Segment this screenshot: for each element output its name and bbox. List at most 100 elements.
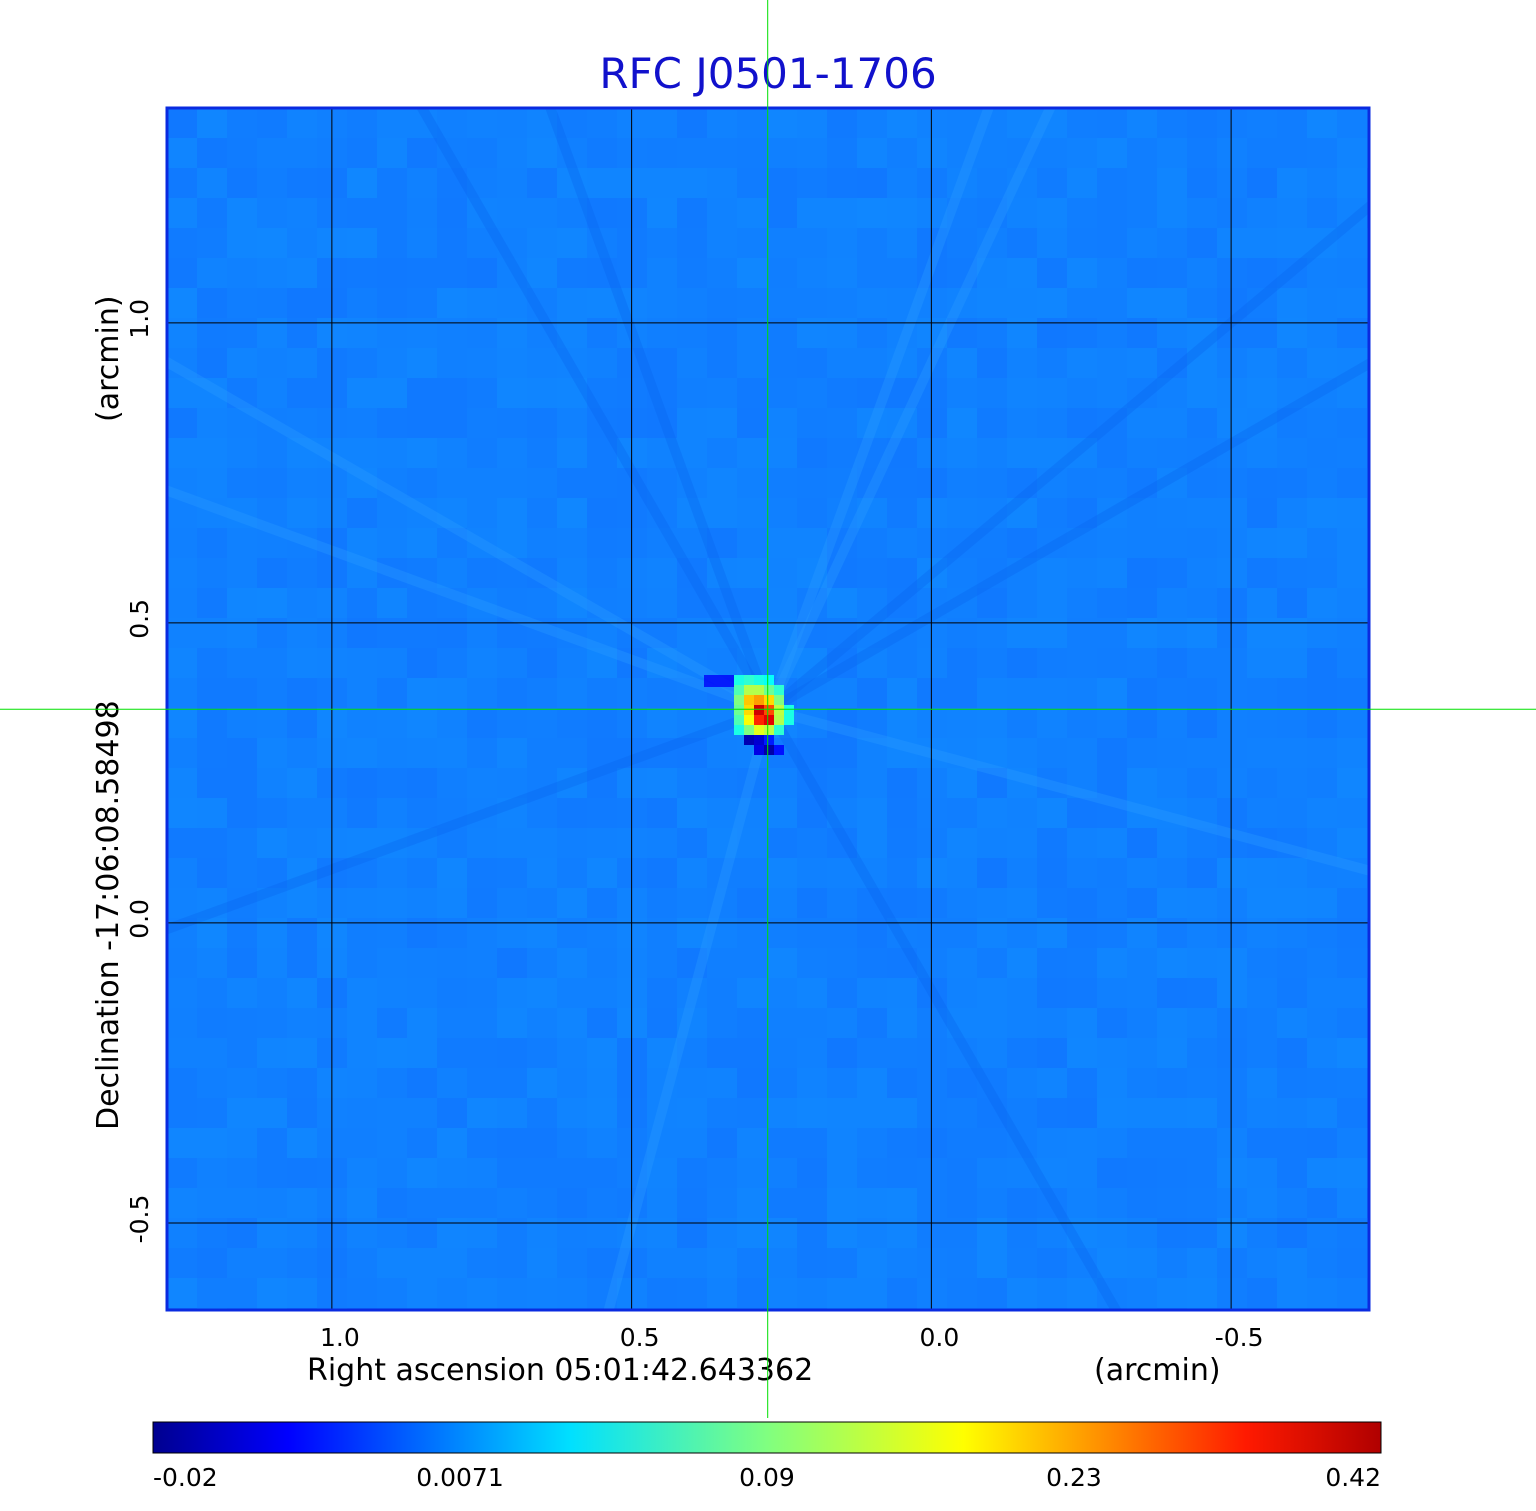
noise-tile <box>1247 1038 1277 1068</box>
noise-tile <box>1157 888 1187 918</box>
noise-tile <box>377 1098 407 1128</box>
noise-tile <box>677 768 707 798</box>
noise-tile <box>1007 528 1037 558</box>
noise-tile <box>947 798 977 828</box>
noise-tile <box>707 498 737 528</box>
noise-tile <box>527 558 557 588</box>
noise-tile <box>167 468 197 498</box>
noise-tile <box>377 258 407 288</box>
noise-tile <box>977 348 1007 378</box>
noise-tile <box>887 468 917 498</box>
noise-tile <box>527 978 557 1008</box>
noise-tile <box>1337 408 1367 438</box>
noise-tile <box>1157 198 1187 228</box>
noise-tile <box>407 258 437 288</box>
noise-tile <box>1367 708 1369 738</box>
noise-tile <box>347 468 377 498</box>
noise-tile <box>557 288 587 318</box>
noise-tile <box>557 978 587 1008</box>
noise-tile <box>1187 888 1217 918</box>
noise-tile <box>1037 228 1067 258</box>
noise-tile <box>1037 678 1067 708</box>
noise-tile <box>1307 1188 1337 1218</box>
noise-tile <box>767 258 797 288</box>
noise-tile <box>287 1128 317 1158</box>
noise-tile <box>1337 738 1367 768</box>
noise-tile <box>407 438 437 468</box>
noise-tile <box>257 738 287 768</box>
noise-tile <box>497 738 527 768</box>
noise-tile <box>977 168 1007 198</box>
noise-tile <box>707 1008 737 1038</box>
noise-tile <box>1007 108 1037 138</box>
noise-tile <box>977 528 1007 558</box>
noise-tile <box>677 1008 707 1038</box>
noise-tile <box>1337 858 1367 888</box>
noise-tile <box>437 1008 467 1038</box>
noise-tile <box>1187 648 1217 678</box>
noise-tile <box>257 678 287 708</box>
noise-tile <box>827 348 857 378</box>
noise-tile <box>1187 1188 1217 1218</box>
noise-tile <box>857 498 887 528</box>
noise-tile <box>707 528 737 558</box>
noise-tile <box>227 1278 257 1308</box>
noise-tile <box>977 1308 1007 1310</box>
noise-tile <box>1217 168 1247 198</box>
noise-tile <box>1127 468 1157 498</box>
noise-tile <box>827 438 857 468</box>
noise-tile <box>1247 648 1277 678</box>
sidelobe-streak <box>765 707 1122 1310</box>
noise-tile <box>1007 1278 1037 1308</box>
noise-tile <box>257 1248 287 1278</box>
noise-tile <box>1217 378 1247 408</box>
noise-tile <box>707 108 737 138</box>
noise-tile <box>647 1068 677 1098</box>
noise-tile <box>887 678 917 708</box>
noise-tile <box>407 168 437 198</box>
noise-tile <box>287 648 317 678</box>
noise-tile <box>167 888 197 918</box>
noise-tile <box>347 1128 377 1158</box>
noise-tile <box>857 378 887 408</box>
noise-tile <box>1097 888 1127 918</box>
noise-tile <box>1307 438 1337 468</box>
noise-tile <box>287 198 317 228</box>
noise-tile <box>497 408 527 438</box>
noise-tile <box>677 348 707 378</box>
noise-tile <box>587 798 617 828</box>
noise-tile <box>827 228 857 258</box>
noise-tile <box>1187 738 1217 768</box>
noise-tile <box>737 108 767 138</box>
noise-tile <box>347 1068 377 1098</box>
noise-tile <box>467 198 497 228</box>
noise-tile <box>467 738 497 768</box>
noise-tile <box>527 228 557 258</box>
noise-tile <box>587 378 617 408</box>
noise-tile <box>1037 888 1067 918</box>
noise-tile <box>827 1038 857 1068</box>
noise-tile <box>587 738 617 768</box>
noise-tile <box>647 378 677 408</box>
noise-tile <box>377 1158 407 1188</box>
noise-tile <box>467 1098 497 1128</box>
noise-tile <box>527 168 557 198</box>
noise-tile <box>1157 858 1187 888</box>
noise-tile <box>677 408 707 438</box>
noise-tile <box>227 678 257 708</box>
noise-tile <box>1067 468 1097 498</box>
noise-tile <box>1007 1008 1037 1038</box>
noise-tile <box>257 978 287 1008</box>
noise-tile <box>1307 528 1337 558</box>
noise-tile <box>947 168 977 198</box>
noise-tile <box>1037 858 1067 888</box>
noise-tile <box>977 1008 1007 1038</box>
noise-tile <box>1187 858 1217 888</box>
noise-tile <box>587 948 617 978</box>
noise-tile <box>1337 228 1367 258</box>
noise-tile <box>737 888 767 918</box>
noise-tile <box>827 948 857 978</box>
noise-tile <box>1307 1068 1337 1098</box>
noise-tile <box>1217 888 1247 918</box>
